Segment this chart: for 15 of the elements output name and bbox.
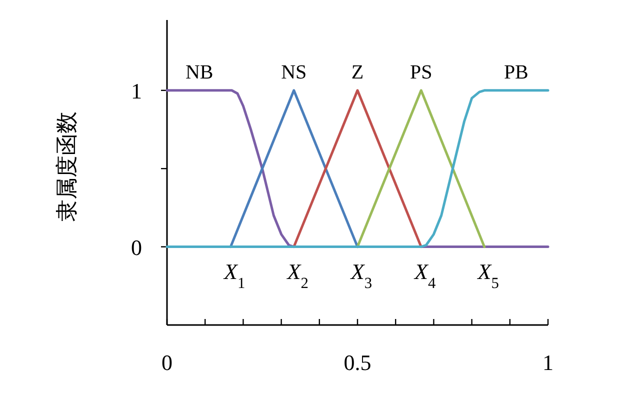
annotation: X$_{5}$: [476, 258, 500, 292]
series-label: PB: [504, 61, 528, 84]
x-tick-label: 0.5: [344, 350, 372, 375]
x-tick-label: 1: [542, 350, 554, 375]
x-tick-label: 0: [162, 350, 172, 375]
annotation: X$_{3}$: [350, 258, 372, 292]
series-label: NB: [185, 61, 214, 84]
y-axis-title: 隶属度函数: [54, 112, 79, 222]
annotation: X$_{1}$: [223, 258, 246, 292]
annotation: X$_{2}$: [286, 258, 308, 292]
annotation: X$_{4}$: [414, 258, 436, 292]
series-label: PS: [410, 61, 432, 84]
line-series: [166, 89, 550, 248]
series-label: NS: [281, 61, 307, 84]
series-label: Z: [351, 61, 364, 84]
